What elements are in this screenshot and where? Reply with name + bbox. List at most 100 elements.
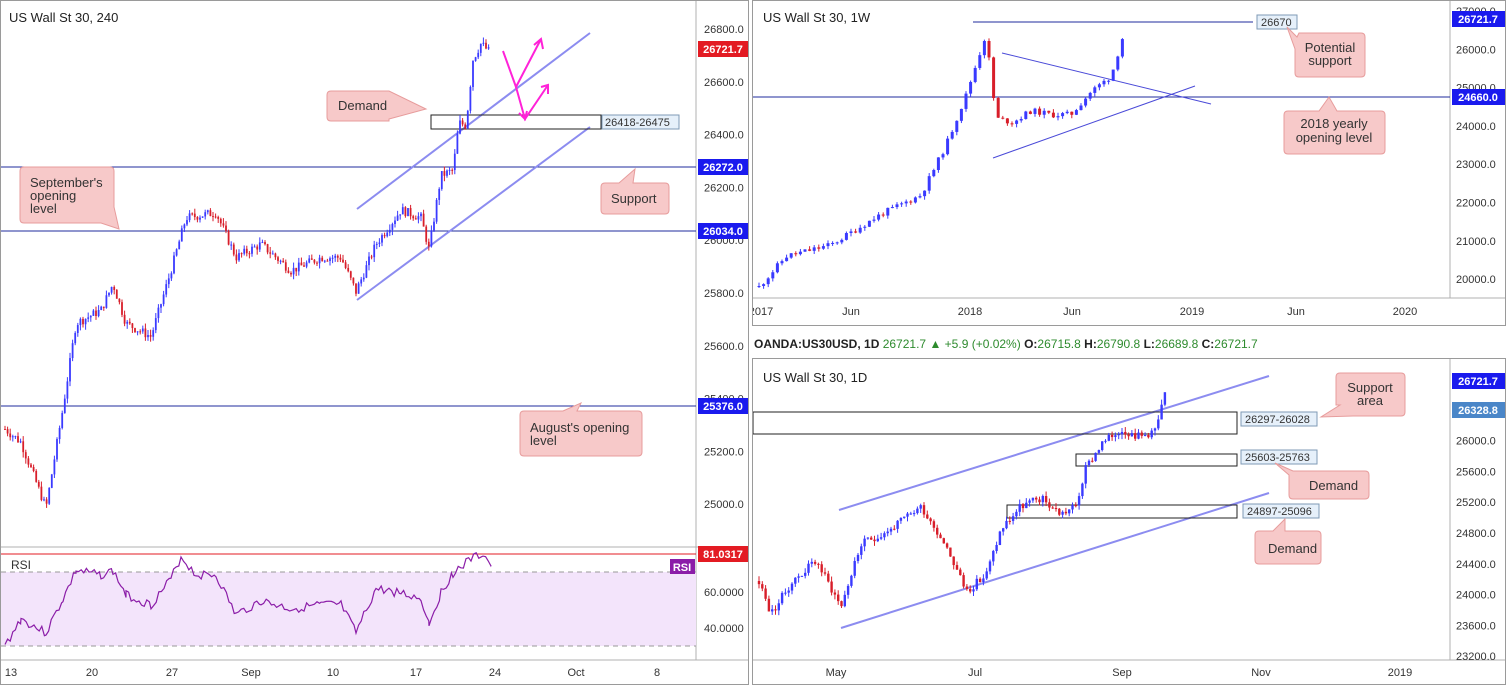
- candle-body: [63, 398, 66, 414]
- daily-demand-zone-1[interactable]: [1075, 453, 1238, 467]
- candle-body: [487, 47, 490, 49]
- candle-body: [777, 603, 780, 611]
- candle-body: [833, 592, 837, 595]
- daily-demand-zone-2[interactable]: [1006, 504, 1238, 519]
- candle-body: [969, 589, 972, 592]
- candle-body: [76, 325, 79, 333]
- candle-body: [870, 537, 873, 540]
- candle-body: [347, 267, 350, 272]
- weekly-time-tick: 2018: [958, 306, 982, 318]
- candle-body: [1077, 496, 1081, 506]
- daily-chart-panel[interactable]: US Wall St 30, 1D 26297-26028 25603-2576…: [752, 358, 1506, 685]
- candle-body: [916, 508, 919, 514]
- candle-body: [812, 247, 816, 251]
- daily-low: 26689.8: [1154, 337, 1199, 351]
- candle-body: [196, 217, 199, 220]
- candle-body: [43, 499, 45, 501]
- candle-body: [1028, 500, 1031, 503]
- h4-chart-panel[interactable]: US Wall St 30, 240 26418-26475 26800.0 26…: [0, 0, 749, 685]
- h4-support-price: 26272.0: [703, 162, 743, 174]
- candle-body: [235, 254, 238, 261]
- candle-body: [136, 331, 139, 333]
- weekly-time-tick: 2019: [1180, 306, 1204, 318]
- candle-body: [329, 258, 331, 261]
- candle-body: [1002, 528, 1005, 532]
- candle-body: [785, 257, 789, 262]
- candle-body: [482, 42, 485, 44]
- weekly-triangle-lower: [992, 85, 1196, 159]
- candle-body: [1097, 84, 1101, 88]
- candle-body: [188, 213, 191, 221]
- candle-body: [761, 584, 764, 589]
- weekly-candles: [757, 38, 1124, 289]
- candle-body: [271, 253, 274, 255]
- candle-body: [453, 153, 456, 171]
- candle-body: [274, 253, 277, 258]
- weekly-time-tick: Jun: [1063, 306, 1081, 318]
- candle-body: [92, 310, 95, 316]
- candle-body: [992, 550, 995, 562]
- candle-body: [144, 328, 147, 338]
- candle-body: [342, 259, 344, 263]
- candle-body: [1107, 434, 1110, 441]
- candle-body: [962, 575, 965, 587]
- candle-body: [771, 272, 775, 279]
- candle-body: [827, 573, 830, 582]
- candle-body: [295, 267, 298, 272]
- weekly-yearly-price: 24660.0: [1458, 92, 1498, 104]
- candle-body: [817, 563, 820, 565]
- candle-body: [173, 255, 175, 274]
- candle-body: [803, 249, 807, 252]
- h4-aug-open-badge: [698, 398, 748, 414]
- candle-body: [1111, 69, 1115, 81]
- candle-body: [456, 133, 459, 154]
- candle-body: [1127, 434, 1130, 437]
- candle-body: [886, 207, 890, 216]
- candle-body: [879, 537, 883, 539]
- candle-body: [946, 138, 950, 155]
- candle-body: [900, 203, 904, 205]
- candle-body: [399, 214, 402, 216]
- candle-body: [438, 188, 441, 200]
- daily-price-tick: 24400.0: [1456, 559, 1496, 571]
- candle-body: [766, 278, 770, 285]
- rsi-axis-40: 40.0000: [704, 623, 744, 635]
- candle-body: [883, 533, 886, 538]
- candle-body: [929, 518, 932, 522]
- candle-body: [183, 224, 186, 229]
- candle-body: [850, 575, 853, 586]
- daily-price-tick: 24000.0: [1456, 590, 1496, 602]
- candle-body: [774, 609, 777, 611]
- weekly-chart-panel[interactable]: US Wall St 30, 1W 26670 27000.026000.025…: [752, 0, 1506, 326]
- candle-body: [912, 513, 916, 515]
- candle-body: [1079, 105, 1083, 111]
- candle-body: [386, 232, 389, 237]
- candle-body: [1028, 111, 1032, 114]
- h4-demand-zone[interactable]: [430, 114, 602, 130]
- candle-body: [318, 257, 321, 264]
- candle-body: [764, 588, 767, 599]
- candle-body: [430, 230, 433, 247]
- candle-body: [417, 216, 420, 220]
- callout-yearly-opening: 2018 yearly opening level: [1283, 96, 1386, 155]
- support-area-line1: Support: [1347, 380, 1393, 395]
- h4-price-tick: 26400.0: [704, 130, 744, 142]
- candle-body: [1005, 118, 1009, 124]
- h4-time-axis: 13 20 27 Sep 10 17 24 Oct 8: [5, 667, 660, 679]
- candle-body: [219, 218, 222, 224]
- candle-body: [396, 215, 399, 221]
- candle-body: [22, 441, 25, 453]
- candle-body: [830, 581, 833, 593]
- candle-body: [84, 318, 87, 325]
- candle-body: [297, 262, 300, 272]
- candle-body: [269, 252, 272, 254]
- candle-body: [942, 538, 945, 544]
- candle-body: [165, 284, 168, 295]
- candle-body: [985, 571, 988, 579]
- daily-support-area-zone[interactable]: [753, 411, 1238, 435]
- candle-body: [425, 226, 428, 242]
- candle-body: [1153, 428, 1157, 431]
- candle-body: [919, 505, 922, 509]
- aug-callout-line2: level: [530, 433, 557, 448]
- candle-body: [886, 531, 889, 534]
